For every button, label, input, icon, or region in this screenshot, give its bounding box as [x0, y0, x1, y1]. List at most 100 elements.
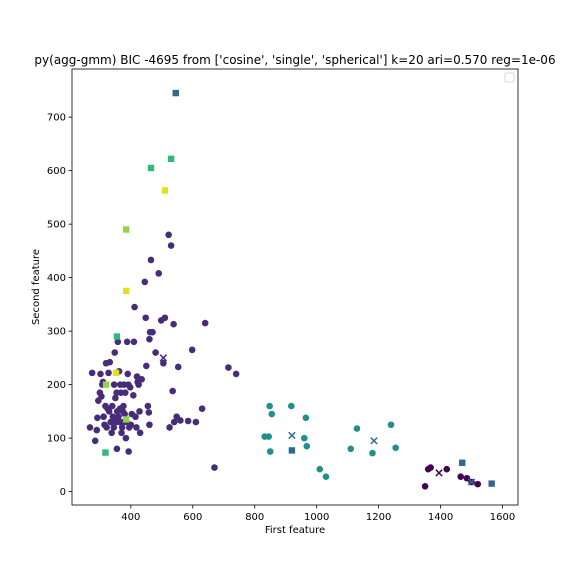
data-point — [133, 424, 140, 431]
data-point — [143, 362, 150, 370]
data-point — [353, 425, 361, 432]
data-point — [300, 434, 308, 442]
y-tick-label: 0 — [60, 487, 66, 498]
data-point — [198, 405, 206, 413]
data-point-square — [112, 369, 120, 377]
data-point — [131, 303, 138, 311]
data-point — [100, 413, 107, 421]
data-point — [211, 464, 218, 471]
data-point — [166, 424, 173, 431]
data-point-square — [172, 89, 179, 97]
data-point — [160, 359, 167, 367]
data-point — [387, 421, 395, 429]
data-point — [106, 358, 114, 366]
data-point — [120, 402, 127, 410]
data-point — [177, 417, 184, 424]
data-point — [287, 402, 295, 410]
data-point — [347, 445, 355, 453]
y-tick-label: 500 — [47, 220, 66, 231]
y-axis-label: Second feature — [31, 249, 42, 325]
centroid-marker — [159, 354, 168, 362]
data-point — [126, 384, 134, 391]
y-tick-label: 700 — [47, 113, 66, 124]
data-point — [443, 465, 451, 473]
y-tick-label: 100 — [47, 434, 66, 445]
y-tick-label: 600 — [47, 166, 66, 177]
chart-title: py(agg-gmm) BIC -4695 from ['cosine', 's… — [34, 53, 555, 67]
data-point — [93, 426, 101, 434]
data-point — [427, 464, 434, 471]
data-point — [103, 424, 110, 431]
data-point-square — [102, 449, 109, 456]
data-point — [147, 256, 155, 264]
data-point — [110, 424, 118, 431]
plot-frame — [71, 68, 519, 506]
x-tick-label: 1000 — [304, 512, 329, 523]
data-point-square — [123, 226, 130, 233]
data-point-square — [102, 381, 110, 388]
data-point — [108, 429, 115, 437]
data-point — [136, 429, 144, 437]
centroid-marker — [467, 478, 476, 486]
data-point — [135, 381, 142, 388]
plot-area — [72, 69, 518, 505]
data-point — [123, 338, 131, 346]
data-point — [268, 410, 276, 418]
data-point — [97, 370, 104, 378]
data-point — [303, 442, 311, 450]
data-point — [138, 375, 145, 383]
data-point — [107, 418, 115, 426]
data-point — [266, 448, 274, 455]
data-point — [392, 444, 399, 452]
data-point — [141, 278, 149, 286]
data-point — [112, 394, 119, 402]
data-point — [124, 370, 132, 378]
data-point — [142, 314, 150, 322]
data-point — [125, 448, 132, 455]
data-point — [127, 421, 135, 429]
data-point — [155, 270, 163, 277]
data-point-square — [288, 447, 296, 454]
data-point — [105, 408, 113, 415]
data-point — [94, 414, 101, 422]
y-tick-label: 400 — [47, 273, 66, 284]
y-tick-label: 200 — [47, 380, 66, 391]
data-point — [118, 424, 126, 431]
data-point — [113, 445, 121, 453]
x-tick-label: 1400 — [428, 512, 453, 523]
data-point — [232, 370, 240, 378]
data-point — [265, 433, 272, 440]
data-point — [421, 482, 429, 490]
data-point — [170, 418, 178, 426]
data-point — [111, 349, 119, 356]
x-tick-label: 600 — [183, 512, 202, 523]
data-point — [136, 408, 143, 415]
data-point — [110, 381, 118, 388]
data-points — [86, 89, 495, 490]
data-point — [316, 465, 324, 473]
y-tick-label: 300 — [47, 327, 66, 338]
data-point-square — [123, 287, 130, 295]
centroid-marker — [435, 469, 443, 477]
data-point-square — [488, 480, 495, 487]
data-point — [98, 393, 105, 400]
x-tick-label: 800 — [245, 512, 264, 523]
data-point — [169, 387, 176, 395]
data-point — [146, 421, 153, 429]
centroid-marker — [288, 431, 296, 440]
data-point-square — [147, 164, 155, 172]
data-point — [165, 231, 172, 239]
data-point — [474, 480, 482, 488]
data-point — [201, 319, 209, 327]
data-point — [174, 363, 182, 371]
data-point — [302, 414, 310, 422]
data-point — [225, 364, 232, 371]
data-point-square — [459, 459, 466, 466]
data-point-square — [161, 187, 169, 194]
data-point — [145, 409, 153, 416]
data-point — [105, 369, 112, 377]
data-point — [86, 424, 94, 431]
data-point — [184, 417, 192, 425]
data-point — [130, 392, 137, 399]
